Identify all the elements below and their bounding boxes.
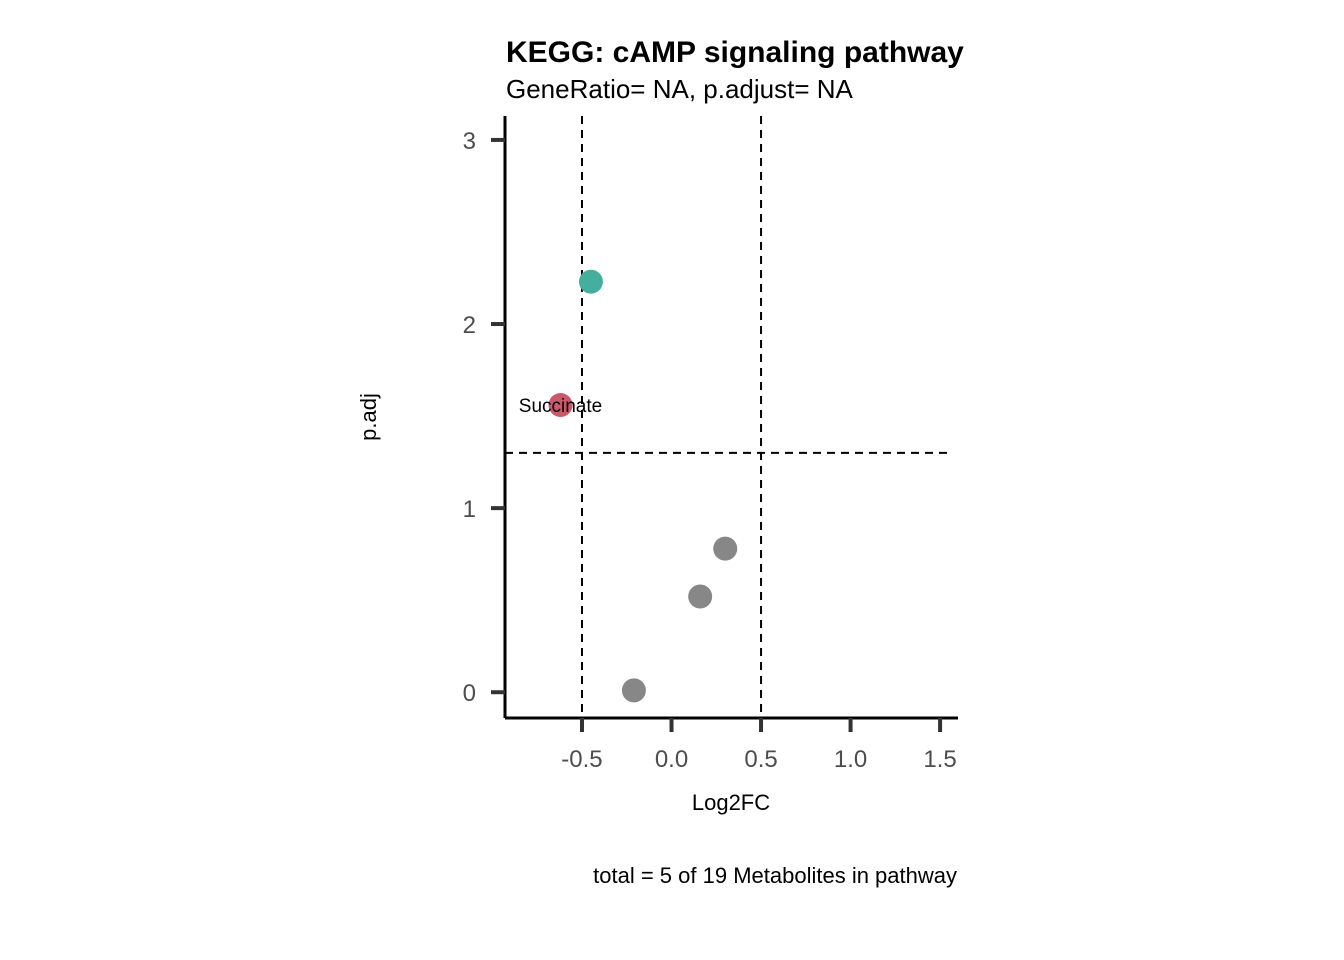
data-point-0: [578, 269, 603, 294]
y-tick-label-3: 3: [463, 128, 476, 155]
x-axis-ticks: -0.5 0.0 0.5 1.0 1.5: [561, 718, 957, 773]
y-axis-ticks: 0 1 2 3: [463, 128, 505, 707]
y-tick-label-1: 1: [463, 496, 476, 523]
data-point-4: [621, 678, 646, 703]
x-tick-label-0: -0.5: [561, 746, 602, 773]
y-tick-label-2: 2: [463, 312, 476, 339]
chart-subtitle: GeneRatio= NA, p.adjust= NA: [506, 74, 854, 104]
y-axis-title: p.adj: [356, 393, 381, 441]
chart-title: KEGG: cAMP signaling pathway: [506, 36, 964, 69]
data-point-2: [713, 536, 738, 561]
y-tick-label-0: 0: [463, 680, 476, 707]
data-point-1: [548, 393, 573, 418]
point-label-1: Succinate: [519, 396, 602, 417]
x-axis-title: Log2FC: [692, 790, 770, 815]
chart-caption: total = 5 of 19 Metabolites in pathway: [593, 863, 957, 888]
x-tick-label-4: 1.5: [923, 746, 956, 773]
data-point-3: [688, 584, 713, 609]
point-labels: Succinate: [519, 396, 602, 417]
x-tick-label-3: 1.0: [834, 746, 867, 773]
reference-lines: [505, 116, 950, 718]
data-points: [548, 269, 738, 703]
x-tick-label-1: 0.0: [655, 746, 688, 773]
x-tick-label-2: 0.5: [744, 746, 777, 773]
